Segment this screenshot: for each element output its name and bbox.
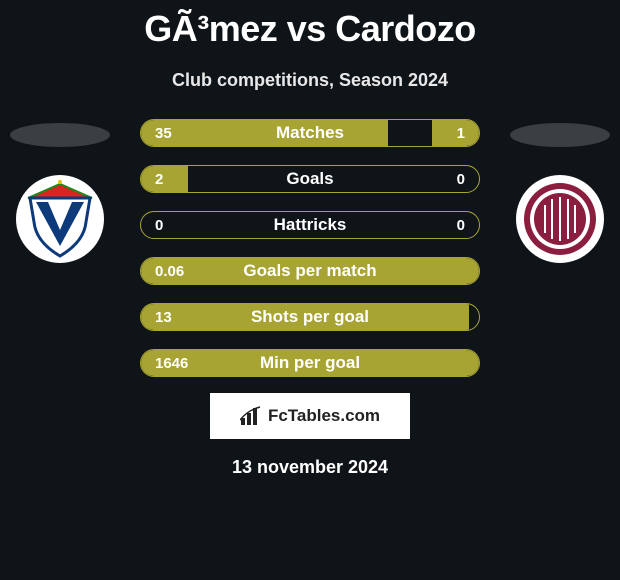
stat-label: Goals per match <box>243 261 376 281</box>
stat-label: Matches <box>276 123 344 143</box>
right-team-crest <box>516 175 604 263</box>
stat-fill-right <box>432 120 479 146</box>
stat-label: Min per goal <box>260 353 360 373</box>
stat-bar: 1646 Min per goal <box>140 349 480 377</box>
watermark: FcTables.com <box>210 393 410 439</box>
stats-column: 35 Matches 1 2 Goals 0 0 Hattricks 0 0.06 Goals pe… <box>120 119 500 377</box>
right-side <box>500 119 620 263</box>
main-row: 35 Matches 1 2 Goals 0 0 Hattricks 0 0.06 Goals pe… <box>0 119 620 377</box>
subtitle: Club competitions, Season 2024 <box>0 70 620 91</box>
stat-bar: 0.06 Goals per match <box>140 257 480 285</box>
left-shadow-oval <box>10 123 110 147</box>
stat-value-left: 0 <box>155 217 163 234</box>
stat-fill-left <box>141 166 188 192</box>
stat-value-left: 2 <box>155 171 163 188</box>
stat-value-left: 35 <box>155 125 172 142</box>
stat-value-right: 0 <box>457 217 465 234</box>
stat-value-left: 1646 <box>155 355 188 372</box>
comparison-card: GÃ³mez vs Cardozo Club competitions, Sea… <box>0 0 620 478</box>
stat-fill-left <box>141 120 388 146</box>
stat-value-right: 1 <box>457 125 465 142</box>
date-label: 13 november 2024 <box>0 457 620 478</box>
watermark-text: FcTables.com <box>268 406 380 426</box>
right-shadow-oval <box>510 123 610 147</box>
stat-label: Shots per goal <box>251 307 369 327</box>
left-team-crest <box>16 175 104 263</box>
left-side <box>0 119 120 263</box>
stat-label: Hattricks <box>274 215 347 235</box>
stat-bar: 35 Matches 1 <box>140 119 480 147</box>
bars-icon <box>240 406 262 426</box>
stat-label: Goals <box>286 169 333 189</box>
stat-value-right: 0 <box>457 171 465 188</box>
lanus-circle-icon <box>518 177 602 261</box>
page-title: GÃ³mez vs Cardozo <box>0 8 620 50</box>
velez-shield-icon <box>24 180 96 258</box>
stat-value-left: 0.06 <box>155 263 184 280</box>
stat-value-left: 13 <box>155 309 172 326</box>
stat-bar: 0 Hattricks 0 <box>140 211 480 239</box>
stat-bar: 13 Shots per goal <box>140 303 480 331</box>
stat-bar: 2 Goals 0 <box>140 165 480 193</box>
